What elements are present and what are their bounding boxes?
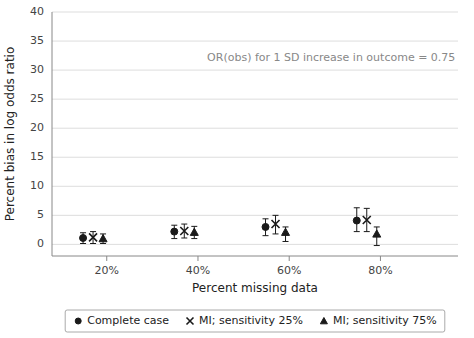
point <box>99 235 107 242</box>
legend-marker <box>75 318 81 324</box>
x-tick <box>289 256 290 261</box>
grid-line <box>52 128 458 129</box>
y-tick-label: 0 <box>37 237 44 250</box>
y-tick-label: 10 <box>30 179 44 192</box>
point <box>190 228 198 235</box>
x-tick-label: 60% <box>277 264 301 277</box>
grid <box>52 12 458 244</box>
legend: Complete case MI; sensitivity 25% MI; sens… <box>65 310 445 332</box>
legend-item: MI; sensitivity 25% <box>186 314 302 327</box>
marks <box>80 208 381 246</box>
legend-label: MI; sensitivity 25% <box>199 314 303 327</box>
y-tick-label: 15 <box>30 150 44 163</box>
error-bar <box>263 219 269 236</box>
point <box>80 234 87 241</box>
grid-line <box>52 186 458 187</box>
point <box>363 216 371 224</box>
y-tick-label: 5 <box>37 208 44 221</box>
series <box>89 208 371 243</box>
grid-line <box>52 157 458 158</box>
point <box>171 228 178 235</box>
point <box>89 233 97 241</box>
x-tick <box>106 256 107 261</box>
point <box>353 217 360 224</box>
y-axis-line <box>52 12 53 256</box>
point <box>272 220 280 228</box>
legend-label: Complete case <box>87 314 169 327</box>
error-bar <box>100 234 106 244</box>
y-axis-label: Percent bias in log odds ratio <box>3 47 17 222</box>
annotation: OR(obs) for 1 SD increase in outcome = 0… <box>207 51 455 64</box>
point <box>262 223 269 230</box>
x-axis-label: Percent missing data <box>192 281 318 295</box>
chart: 0 5 10 15 20 25 30 35 40 20% 40% 60% 80% Percent miss… <box>0 0 474 338</box>
legend-label: MI; sensitivity 75% <box>333 314 437 327</box>
error-bar <box>90 232 96 244</box>
legend-marker <box>186 318 193 325</box>
y-tick-label: 35 <box>30 34 44 47</box>
series <box>80 208 361 244</box>
error-bar <box>374 227 380 246</box>
error-bar <box>283 227 289 242</box>
grid-line <box>52 70 458 71</box>
point <box>373 230 381 237</box>
grid-line <box>52 215 458 216</box>
y-tick-label: 40 <box>30 5 44 18</box>
y-tick-label: 25 <box>30 92 44 105</box>
point <box>282 228 290 235</box>
x-tick-label: 40% <box>186 264 210 277</box>
legend-item: MI; sensitivity 75% <box>320 314 436 327</box>
error-bar <box>80 233 86 244</box>
legend-box <box>65 310 445 332</box>
series <box>99 226 381 245</box>
point <box>180 227 188 235</box>
x-tick-label: 80% <box>368 264 392 277</box>
grid-line <box>52 12 458 13</box>
legend-item: Complete case <box>75 314 169 327</box>
error-bar <box>354 208 360 232</box>
error-bar <box>171 225 177 238</box>
error-bar <box>364 208 370 231</box>
y-tick-label: 20 <box>30 121 44 134</box>
x-tick <box>197 256 198 261</box>
x-tick-label: 20% <box>95 264 119 277</box>
x-axis-line <box>52 256 458 257</box>
grid-line <box>52 41 458 42</box>
legend-marker <box>320 318 327 324</box>
grid-line <box>52 244 458 245</box>
y-tick-label: 30 <box>30 63 44 76</box>
error-bar <box>191 226 197 238</box>
error-bar <box>273 215 279 234</box>
x-tick <box>380 256 381 261</box>
grid-line <box>52 99 458 100</box>
error-bar <box>181 224 187 238</box>
